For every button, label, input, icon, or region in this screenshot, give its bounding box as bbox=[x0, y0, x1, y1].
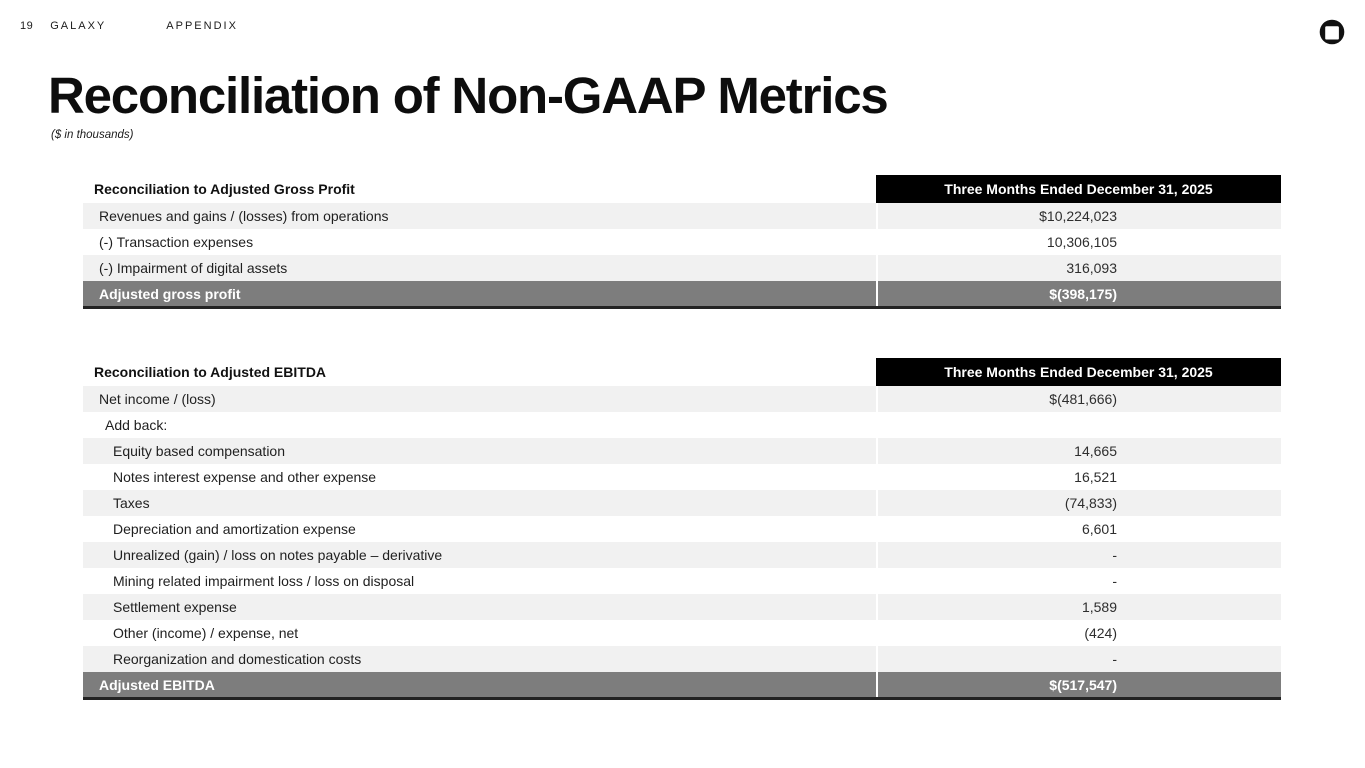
row-value: (424) bbox=[876, 620, 1281, 646]
row-label: Other (income) / expense, net bbox=[113, 625, 299, 641]
table-row: Settlement expense 1,589 bbox=[83, 594, 1281, 620]
row-label: Revenues and gains / (losses) from opera… bbox=[99, 208, 389, 224]
total-label: Adjusted EBITDA bbox=[99, 676, 215, 693]
total-label: Adjusted gross profit bbox=[99, 285, 241, 302]
table-row: (-) Impairment of digital assets 316,093 bbox=[83, 255, 1281, 281]
row-value: (74,833) bbox=[876, 490, 1281, 516]
table-row: Unrealized (gain) / loss on notes payabl… bbox=[83, 542, 1281, 568]
row-value: 6,601 bbox=[876, 516, 1281, 542]
period-header: Three Months Ended December 31, 2025 bbox=[876, 358, 1281, 386]
total-row: Adjusted gross profit $(398,175) bbox=[83, 281, 1281, 309]
row-label: (-) Transaction expenses bbox=[99, 234, 254, 250]
table-title: Reconciliation to Adjusted EBITDA bbox=[83, 358, 876, 386]
row-value: $(481,666) bbox=[876, 386, 1281, 412]
row-label: Depreciation and amortization expense bbox=[113, 521, 356, 537]
row-value: $10,224,023 bbox=[876, 203, 1281, 229]
section-label: APPENDIX bbox=[166, 20, 238, 32]
table-row: Reorganization and domestication costs - bbox=[83, 646, 1281, 672]
table-header-row: Reconciliation to Adjusted EBITDA Three … bbox=[83, 358, 1281, 386]
row-label: Reorganization and domestication costs bbox=[113, 651, 362, 667]
table-body: Net income / (loss) $(481,666) Add back: Eq… bbox=[83, 386, 1281, 672]
row-label: Unrealized (gain) / loss on notes payabl… bbox=[113, 547, 443, 563]
row-label: Add back: bbox=[105, 417, 168, 433]
total-value: $(517,547) bbox=[876, 672, 1281, 697]
row-label: Settlement expense bbox=[113, 599, 237, 615]
row-label: Taxes bbox=[113, 495, 150, 511]
table-row: Equity based compensation 14,665 bbox=[83, 438, 1281, 464]
row-value: 10,306,105 bbox=[876, 229, 1281, 255]
table-row: Other (income) / expense, net (424) bbox=[83, 620, 1281, 646]
table-row: Notes interest expense and other expense… bbox=[83, 464, 1281, 490]
row-value: - bbox=[876, 568, 1281, 594]
row-value: 16,521 bbox=[876, 464, 1281, 490]
total-value: $(398,175) bbox=[876, 281, 1281, 306]
gross-profit-reconciliation-table: Reconciliation to Adjusted Gross Profit … bbox=[83, 175, 1281, 309]
page-subtitle: ($ in thousands) bbox=[51, 129, 134, 141]
total-row: Adjusted EBITDA $(517,547) bbox=[83, 672, 1281, 700]
row-label: Mining related impairment loss / loss on… bbox=[113, 573, 415, 589]
table-row: Net income / (loss) $(481,666) bbox=[83, 386, 1281, 412]
brand-wordmark: GALAXY bbox=[50, 20, 107, 32]
table-row: Mining related impairment loss / loss on… bbox=[83, 568, 1281, 594]
period-header: Three Months Ended December 31, 2025 bbox=[876, 175, 1281, 203]
table-title: Reconciliation to Adjusted Gross Profit bbox=[83, 175, 876, 203]
table-row: Revenues and gains / (losses) from opera… bbox=[83, 203, 1281, 229]
ebitda-reconciliation-table: Reconciliation to Adjusted EBITDA Three … bbox=[83, 358, 1281, 700]
table-header-row: Reconciliation to Adjusted Gross Profit … bbox=[83, 175, 1281, 203]
row-value: - bbox=[876, 542, 1281, 568]
page-number: 19 bbox=[20, 20, 34, 32]
row-label: Notes interest expense and other expense bbox=[113, 469, 377, 485]
table-row: Taxes (74,833) bbox=[83, 490, 1281, 516]
row-value: 14,665 bbox=[876, 438, 1281, 464]
table-row: (-) Transaction expenses 10,306,105 bbox=[83, 229, 1281, 255]
table-row: Add back: bbox=[83, 412, 1281, 438]
galaxy-logo-icon bbox=[1319, 19, 1345, 45]
row-value: 316,093 bbox=[876, 255, 1281, 281]
table-row: Depreciation and amortization expense 6,6… bbox=[83, 516, 1281, 542]
table-body: Revenues and gains / (losses) from opera… bbox=[83, 203, 1281, 281]
row-label: (-) Impairment of digital assets bbox=[99, 260, 288, 276]
row-label: Net income / (loss) bbox=[99, 391, 216, 407]
top-bar: 19 GALAXY APPENDIX bbox=[20, 20, 238, 32]
row-label: Equity based compensation bbox=[113, 443, 285, 459]
row-value: - bbox=[876, 646, 1281, 672]
row-value: 1,589 bbox=[876, 594, 1281, 620]
row-value bbox=[876, 412, 1281, 438]
page-title: Reconciliation of Non-GAAP Metrics bbox=[48, 67, 889, 124]
